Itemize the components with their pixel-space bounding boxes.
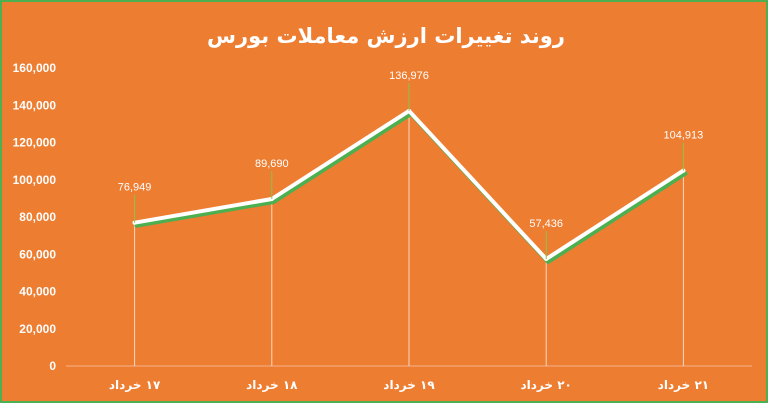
y-tick-label: 40,000 [19,285,56,299]
data-label: 89,690 [255,158,289,170]
y-tick-label: 160,000 [13,61,57,75]
y-tick-label: 120,000 [13,136,57,150]
data-label: 57,436 [529,218,563,230]
y-tick-label: 60,000 [19,247,56,261]
y-tick-label: 140,000 [13,98,57,112]
data-label: 136,976 [389,70,429,82]
y-tick-label: 0 [49,359,56,373]
x-category-label: ۲۰ خرداد [521,378,572,392]
data-label: 76,949 [118,182,152,194]
chart-title: روند تغییرات ارزش معاملات بورس [207,24,565,48]
x-category-label: ۱۷ خرداد [109,378,161,392]
y-tick-label: 20,000 [19,322,56,336]
y-tick-label: 80,000 [19,210,56,224]
data-label: 104,913 [664,130,704,142]
series-line-shadow [134,111,688,264]
x-category-label: ۱۸ خرداد [246,378,298,392]
x-category-label: ۱۹ خرداد [383,378,435,392]
y-tick-label: 100,000 [13,173,57,187]
x-category-label: ۲۱ خرداد [658,378,709,392]
